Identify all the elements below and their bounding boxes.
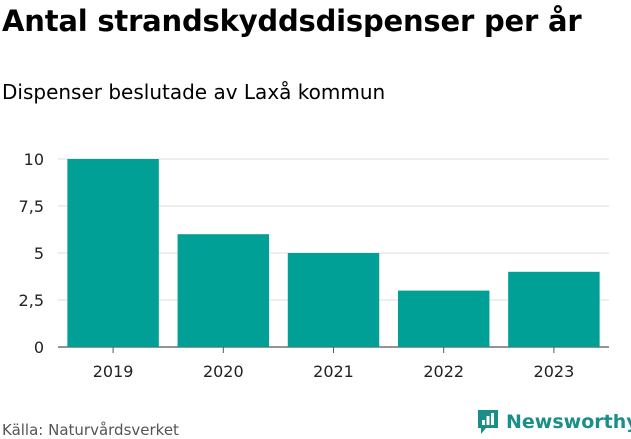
- x-tick-label: 2023: [534, 362, 575, 381]
- x-tick-label: 2019: [93, 362, 134, 381]
- chart-title: Antal strandskyddsdispenser per år: [2, 4, 582, 38]
- y-tick-label: 10: [24, 150, 44, 169]
- newsworthy-logo-icon: [478, 410, 498, 434]
- brand-logo: Newsworthy: [476, 408, 631, 436]
- y-tick-label: 2,5: [19, 291, 44, 310]
- chart-subtitle: Dispenser beslutade av Laxå kommun: [2, 80, 386, 104]
- bar-2023: [508, 271, 600, 347]
- bar-2021: [287, 253, 380, 347]
- bar-2020: [177, 234, 270, 347]
- x-tick-label: 2022: [423, 362, 464, 381]
- x-tick-label: 2021: [313, 362, 354, 381]
- y-tick-label: 5: [34, 244, 44, 263]
- bar-2019: [67, 159, 159, 347]
- y-tick-label: 7,5: [19, 197, 44, 216]
- bar-chart: 0 2,5 5 7,5 10 2019 2020 2021 2022 2023: [19, 150, 609, 381]
- y-tick-label: 0: [34, 338, 44, 357]
- source-note: Källa: Naturvårdsverket: [2, 421, 179, 439]
- x-tick-label: 2020: [203, 362, 244, 381]
- bar-2022: [397, 290, 490, 347]
- brand-name: Newsworthy: [506, 411, 631, 433]
